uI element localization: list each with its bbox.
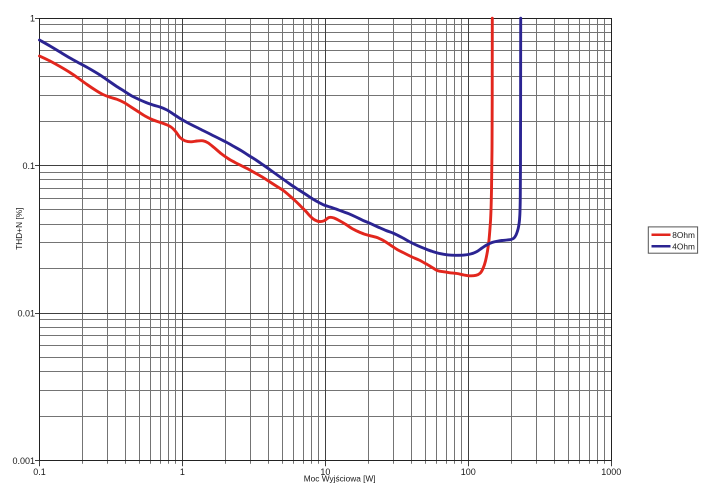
svg-text:0.1: 0.1 — [22, 161, 35, 171]
svg-text:10: 10 — [320, 467, 330, 477]
svg-text:0.001: 0.001 — [12, 456, 35, 466]
svg-text:4Ohm: 4Ohm — [672, 241, 695, 251]
svg-text:Moc Wyjściowa [W]: Moc Wyjściowa [W] — [304, 474, 376, 484]
svg-text:1000: 1000 — [601, 467, 621, 477]
svg-text:0.1: 0.1 — [33, 467, 46, 477]
svg-text:8Ohm: 8Ohm — [672, 230, 695, 240]
svg-text:100: 100 — [461, 467, 476, 477]
svg-text:0.01: 0.01 — [17, 308, 35, 318]
svg-text:1: 1 — [30, 14, 35, 24]
svg-text:1: 1 — [180, 467, 185, 477]
svg-text:THD+N [%]: THD+N [%] — [14, 208, 24, 250]
